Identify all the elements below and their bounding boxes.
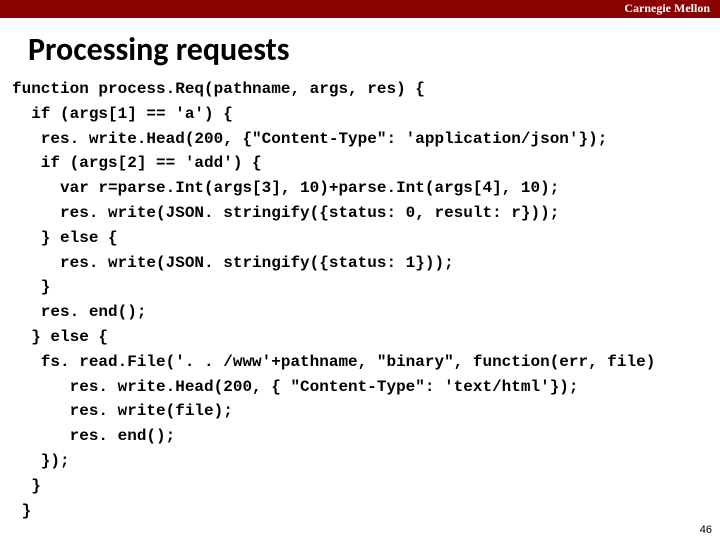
brand-label: Carnegie Mellon — [624, 1, 710, 16]
slide-container: Carnegie Mellon Processing requests func… — [0, 0, 720, 540]
page-number: 46 — [700, 524, 712, 536]
slide-title: Processing requests — [28, 30, 720, 69]
header-bar: Carnegie Mellon — [0, 0, 720, 18]
code-block: function process.Req(pathname, args, res… — [12, 77, 720, 523]
